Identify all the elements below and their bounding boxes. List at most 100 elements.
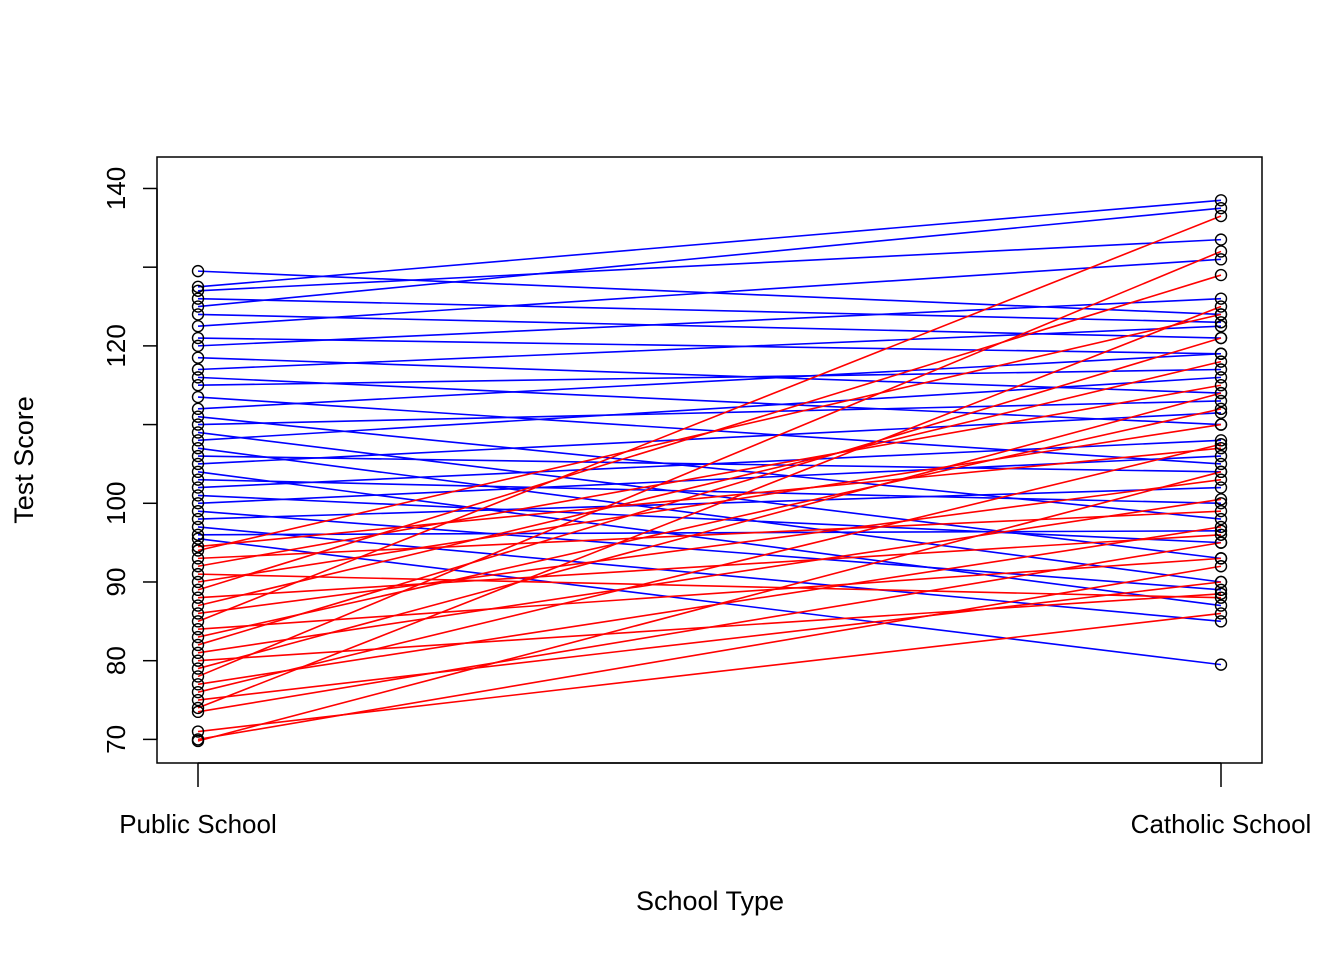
data-point [1214,402,1228,416]
data-point [191,320,205,333]
x-axis-title: School Type [636,886,784,916]
data-point [1214,493,1228,506]
data-point [1214,320,1228,333]
series-line [197,238,1222,292]
x-tick-label: Public School [119,809,277,839]
data-point [191,351,205,364]
series-line [197,541,1222,713]
data-point [1214,394,1228,408]
series-line [197,498,1222,654]
data-point [191,390,205,404]
data-point [1214,308,1228,321]
y-tick-label: 90 [101,568,131,597]
data-point [1214,520,1228,534]
series-line [197,443,1222,693]
series-line [197,431,1222,560]
data-point [1214,599,1228,612]
series-line [197,250,1222,678]
data-point [191,685,205,699]
data-point [1214,292,1228,305]
data-point [1214,512,1228,526]
data-point [1214,386,1228,400]
data-point [191,449,205,463]
data-point [1214,607,1228,620]
data-point [1214,481,1228,494]
x-tick-label: Catholic School [1131,809,1312,839]
series-line [197,478,1222,615]
series-line [197,581,1222,701]
data-point [1214,524,1228,538]
data-point [191,575,205,589]
series-line [197,565,1222,741]
data-point [191,701,205,715]
data-point [191,583,205,597]
data-point [191,662,205,675]
data-point [191,489,205,502]
data-point [191,670,205,683]
data-point [191,379,205,392]
series-line [197,337,1222,646]
y-tick-label: 70 [101,725,131,754]
series-line [197,494,1222,544]
data-point [191,410,205,423]
data-point [1214,575,1228,589]
data-point [191,734,205,748]
series-line [197,447,1222,583]
data-point [191,441,205,455]
series-line [197,325,1222,371]
data-point [1214,528,1228,541]
data-point [1214,438,1228,451]
data-point [1214,615,1228,628]
series-lines [197,199,1222,742]
series-line [197,258,1222,328]
series-line [197,376,1222,442]
data-point [191,465,205,479]
data-point [191,504,205,518]
data-point [1214,233,1228,246]
data-point [1214,560,1228,573]
series-line [197,297,1222,347]
data-point [1214,201,1228,215]
data-point [1214,587,1228,600]
series-line [197,447,1222,548]
data-point [191,591,205,604]
data-point [1214,316,1228,329]
series-line [197,274,1222,591]
series-line [197,510,1222,591]
data-point [1214,379,1228,392]
data-point [191,630,205,644]
data-point [1214,245,1228,258]
data-point [191,402,205,416]
data-point [191,331,205,345]
data-point [1214,300,1228,313]
data-point [1214,363,1228,376]
data-point [1214,331,1228,345]
data-point [1214,253,1228,266]
data-point [1214,268,1228,282]
data-point [1214,406,1228,419]
data-point [191,339,205,353]
data-point [191,434,205,447]
data-point [1214,355,1228,368]
data-point [191,363,205,376]
series-line [197,533,1222,599]
series-line [197,297,1222,324]
data-point [191,371,205,384]
data-point [191,560,205,573]
data-point [191,284,205,297]
data-point [191,300,205,313]
data-point [191,615,205,628]
data-point [191,426,205,439]
data-point [191,280,205,294]
y-axis: 70 80 90 100 120 140 [101,167,158,754]
series-line [197,360,1222,607]
y-tick-label: 120 [101,324,131,367]
data-point [1214,441,1228,455]
series-line [197,392,1222,670]
data-point [1214,434,1228,447]
series-line [197,215,1222,623]
data-point [191,544,205,557]
series-line [197,423,1222,583]
data-point [191,552,205,565]
